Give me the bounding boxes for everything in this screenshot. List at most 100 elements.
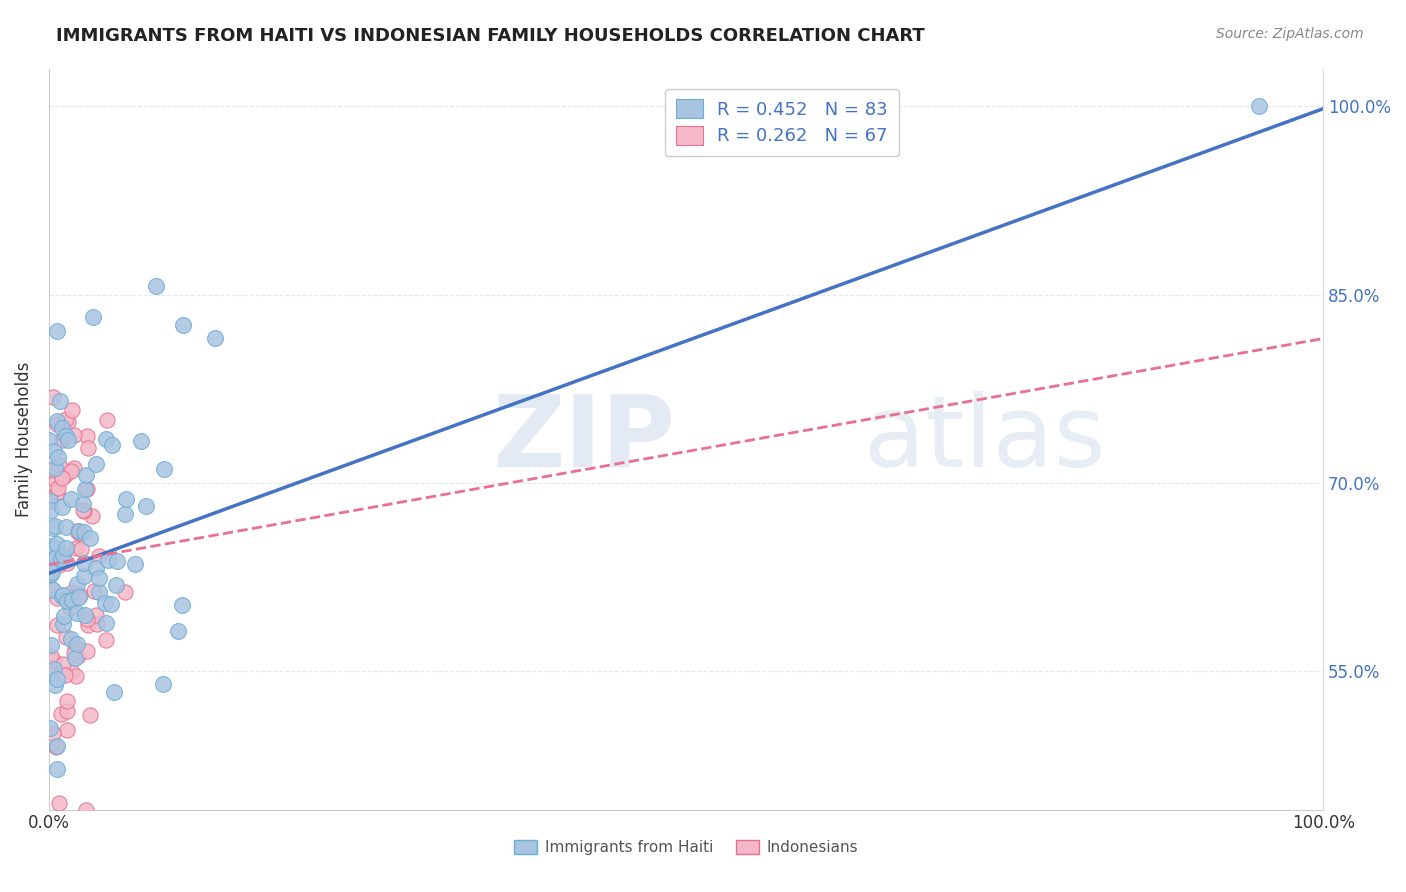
Point: [65, 541, 87, 555]
Point: [52, 588, 75, 602]
Point: [76, 644, 98, 658]
Point: [153, 462, 176, 476]
Point: [60, 403, 83, 417]
Point: [1249, 99, 1271, 113]
Point: [51, 500, 73, 514]
Point: [51, 471, 73, 485]
Point: [101, 438, 124, 452]
Point: [79, 531, 101, 545]
Point: [44, 519, 66, 533]
Point: [52, 657, 75, 672]
Point: [60, 584, 83, 599]
Point: [39, 649, 62, 664]
Point: [55, 541, 77, 555]
Point: [49, 707, 72, 722]
Text: atlas: atlas: [865, 391, 1107, 488]
Point: [53, 468, 76, 483]
Point: [41, 582, 63, 597]
Point: [63, 460, 86, 475]
Point: [145, 279, 167, 293]
Point: [62, 646, 84, 660]
Point: [84, 607, 107, 622]
Point: [84, 457, 107, 471]
Point: [56, 415, 79, 429]
Point: [83, 583, 105, 598]
Point: [94, 596, 117, 610]
Point: [39, 666, 62, 681]
Point: [172, 598, 194, 612]
Point: [105, 554, 128, 568]
Point: [135, 500, 157, 514]
Point: [44, 461, 66, 475]
Point: [55, 429, 77, 443]
Point: [41, 539, 63, 553]
Point: [53, 608, 76, 623]
Point: [67, 525, 90, 540]
Point: [59, 601, 82, 615]
Point: [42, 443, 65, 458]
Point: [60, 665, 83, 679]
Point: [48, 797, 70, 811]
Point: [49, 552, 72, 566]
Point: [46, 450, 69, 465]
Point: [46, 485, 69, 500]
Point: [46, 739, 69, 753]
Point: [129, 434, 152, 448]
Point: [42, 390, 65, 404]
Point: [55, 693, 77, 707]
Point: [73, 568, 96, 582]
Point: [66, 577, 89, 591]
Point: [45, 672, 67, 686]
Point: [69, 588, 91, 602]
Point: [38, 566, 60, 581]
Point: [94, 615, 117, 630]
Point: [87, 584, 110, 599]
Point: [51, 433, 73, 447]
Point: [39, 503, 62, 517]
Point: [75, 803, 97, 817]
Text: ZIP: ZIP: [492, 391, 675, 488]
Point: [45, 739, 67, 754]
Point: [49, 394, 72, 409]
Point: [114, 507, 136, 521]
Point: [55, 704, 77, 718]
Point: [44, 678, 66, 692]
Point: [38, 494, 60, 508]
Point: [65, 640, 87, 654]
Point: [45, 762, 67, 776]
Point: [80, 508, 103, 523]
Point: [48, 458, 70, 472]
Point: [38, 433, 60, 447]
Point: [76, 611, 98, 625]
Point: [115, 491, 138, 506]
Point: [59, 632, 82, 646]
Point: [45, 618, 67, 632]
Point: [56, 594, 79, 608]
Point: [39, 491, 62, 505]
Point: [41, 565, 63, 579]
Point: [75, 482, 97, 496]
Point: [76, 429, 98, 443]
Point: [39, 566, 62, 581]
Point: [70, 542, 93, 557]
Point: [84, 560, 107, 574]
Point: [53, 667, 76, 681]
Point: [152, 676, 174, 690]
Point: [46, 417, 69, 432]
Point: [51, 589, 73, 603]
Point: [39, 721, 62, 735]
Point: [63, 651, 86, 665]
Point: [56, 556, 79, 570]
Point: [67, 590, 90, 604]
Point: [60, 491, 83, 506]
Point: [51, 421, 73, 435]
Point: [77, 618, 100, 632]
Point: [46, 536, 69, 550]
Point: [100, 597, 122, 611]
Y-axis label: Family Households: Family Households: [15, 361, 32, 516]
Point: [44, 654, 66, 668]
Point: [166, 624, 188, 639]
Legend: R = 0.452   N = 83, R = 0.262   N = 67: R = 0.452 N = 83, R = 0.262 N = 67: [665, 88, 898, 156]
Point: [66, 649, 89, 664]
Point: [79, 707, 101, 722]
